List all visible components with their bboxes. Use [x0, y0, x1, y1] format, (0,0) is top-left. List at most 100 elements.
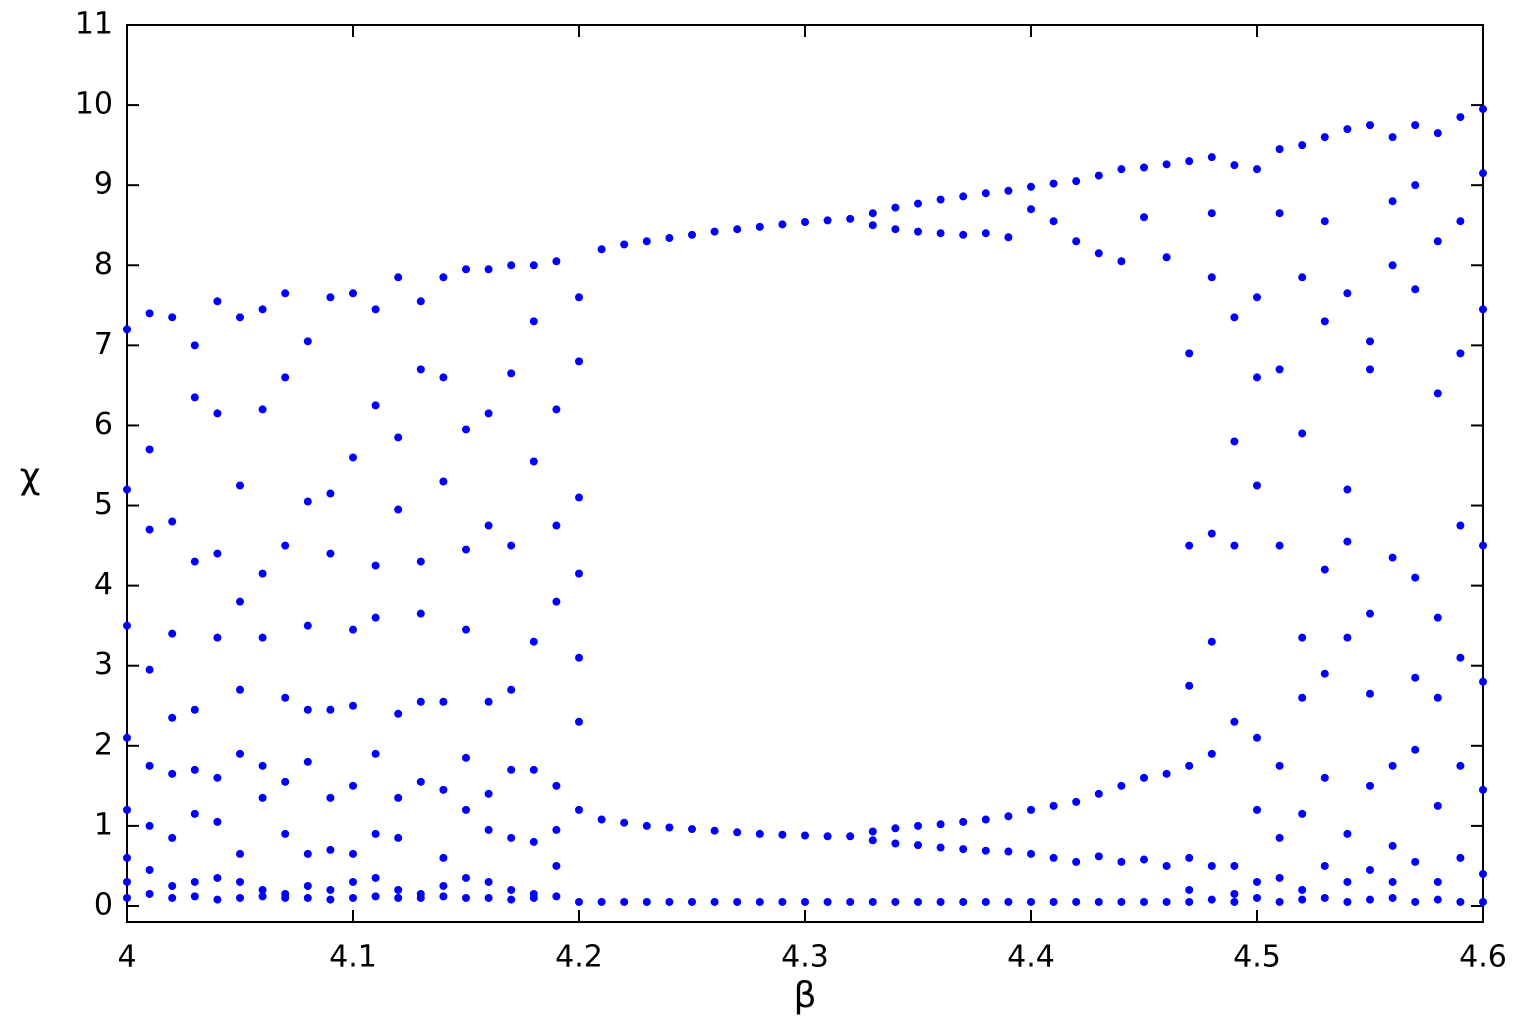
point	[507, 261, 516, 270]
point	[258, 405, 267, 414]
x-tick-label: 4.6	[1459, 940, 1507, 975]
point	[258, 885, 267, 894]
point	[1298, 633, 1307, 642]
point	[1140, 897, 1148, 906]
point	[936, 820, 945, 829]
point	[1275, 761, 1284, 770]
y-axis-label: χ	[20, 456, 41, 497]
point	[281, 889, 290, 898]
point	[394, 885, 403, 894]
point	[936, 229, 945, 238]
point	[326, 293, 335, 302]
point	[801, 218, 809, 227]
point	[145, 309, 154, 318]
point	[213, 773, 222, 782]
plot-frame	[126, 24, 1484, 923]
y-tick-label: 2	[94, 727, 113, 762]
point	[1433, 877, 1442, 886]
point	[868, 897, 877, 906]
point	[1320, 773, 1329, 782]
point	[507, 541, 516, 550]
point	[665, 234, 674, 243]
point	[529, 317, 538, 326]
point	[575, 569, 583, 578]
point	[1275, 833, 1284, 842]
point	[462, 265, 470, 274]
y-tick-label: 6	[94, 407, 113, 442]
point	[1185, 761, 1194, 770]
point	[236, 849, 244, 858]
point	[710, 826, 719, 835]
point	[1072, 177, 1081, 186]
point	[394, 833, 403, 842]
point	[326, 895, 335, 904]
point	[1411, 745, 1420, 754]
x-tick-label: 4.2	[555, 940, 603, 975]
point	[642, 897, 651, 906]
point	[416, 697, 425, 706]
point	[303, 497, 312, 506]
x-tick-label: 4.5	[1233, 940, 1281, 975]
point	[1366, 609, 1374, 618]
point	[145, 445, 154, 454]
point	[1253, 733, 1261, 742]
point	[281, 289, 290, 298]
point	[394, 505, 403, 514]
point	[1298, 895, 1307, 904]
point	[552, 825, 561, 834]
point	[1320, 317, 1329, 326]
y-tick-label: 0	[94, 887, 113, 922]
point	[123, 621, 131, 630]
point	[1343, 897, 1352, 906]
point	[1253, 373, 1261, 382]
point	[123, 853, 131, 862]
point	[1253, 165, 1261, 174]
point	[1049, 217, 1058, 226]
point	[1253, 877, 1261, 886]
point	[123, 805, 131, 814]
point	[1366, 895, 1374, 904]
point	[1185, 157, 1194, 166]
point	[1298, 273, 1307, 282]
point	[529, 637, 538, 646]
y-tick-label: 9	[94, 167, 113, 202]
point	[891, 203, 900, 212]
point	[303, 621, 312, 630]
point	[462, 753, 470, 762]
point	[1479, 785, 1487, 794]
point	[1094, 249, 1103, 258]
point	[123, 485, 131, 494]
point	[891, 824, 900, 833]
point	[394, 893, 403, 902]
point	[1411, 897, 1420, 906]
point	[1456, 653, 1465, 662]
point	[1094, 897, 1103, 906]
point	[145, 761, 154, 770]
point	[1479, 169, 1487, 178]
point	[1479, 305, 1487, 314]
point	[823, 897, 832, 906]
point	[597, 897, 606, 906]
point	[371, 749, 380, 758]
point	[868, 221, 877, 230]
point	[1207, 637, 1216, 646]
point	[846, 897, 855, 906]
point	[326, 845, 335, 854]
point	[1366, 365, 1374, 374]
point	[552, 257, 561, 266]
point	[1456, 349, 1465, 358]
point	[416, 777, 425, 786]
point	[868, 209, 877, 218]
point	[371, 305, 380, 314]
point	[484, 697, 493, 706]
point	[914, 821, 922, 830]
point	[755, 897, 764, 906]
point	[1343, 485, 1352, 494]
point	[190, 892, 199, 901]
point	[529, 765, 538, 774]
point	[1185, 885, 1194, 894]
point	[416, 557, 425, 566]
point	[213, 633, 222, 642]
point	[981, 229, 990, 238]
